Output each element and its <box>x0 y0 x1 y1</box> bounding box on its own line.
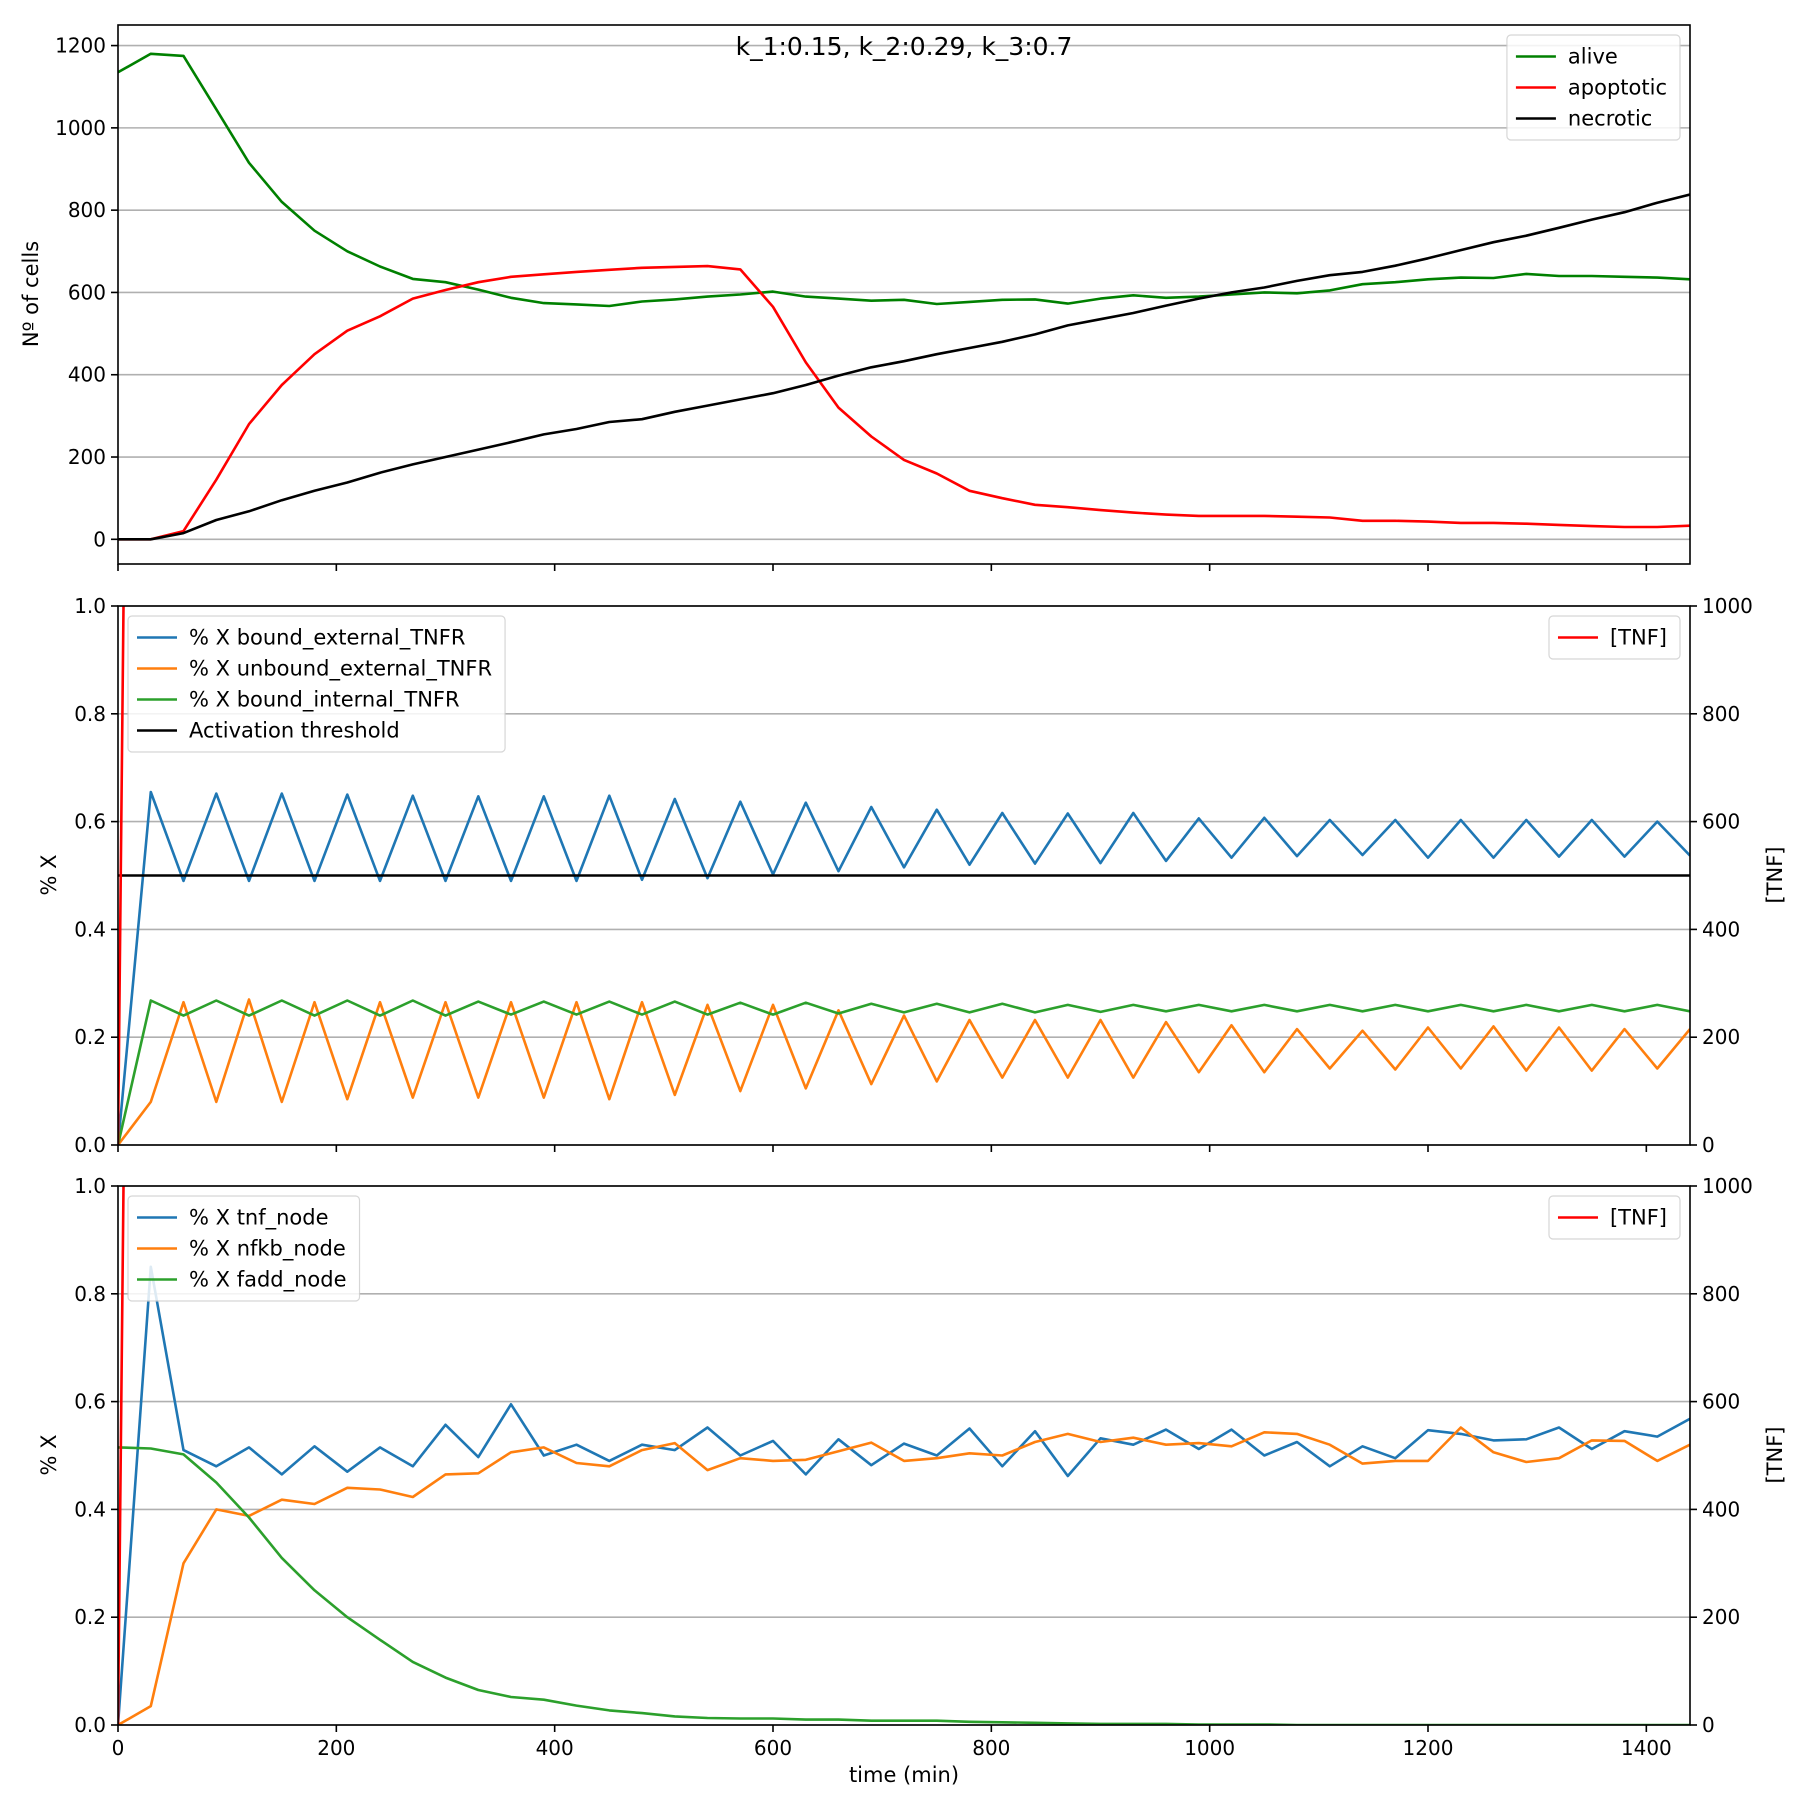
y2-tick-label: 1000 <box>1702 1174 1753 1198</box>
x-axis-label: time (min) <box>849 1763 959 1787</box>
series-line-necrotic <box>118 193 1690 541</box>
plot-frame <box>117 24 1691 565</box>
x-tick-label: 1400 <box>1621 1736 1672 1760</box>
series-line-x-nfkb-node <box>118 1426 1690 1725</box>
y2-tick-label: 200 <box>1702 1025 1740 1049</box>
y-tick-label: 0.2 <box>74 1025 106 1049</box>
legend-label: Activation threshold <box>189 719 400 743</box>
legend-label: necrotic <box>1568 107 1652 131</box>
legend-label: [TNF] <box>1610 626 1667 650</box>
series-line-x-bound-external-tnfr <box>118 790 1690 1145</box>
legend-label: [TNF] <box>1610 1206 1667 1230</box>
y-tick-label: 0.8 <box>74 1282 106 1306</box>
y-tick-label: 1.0 <box>74 594 106 618</box>
y2-tick-label: 800 <box>1702 702 1740 726</box>
series-line-apoptotic <box>118 264 1690 541</box>
legend: % X bound_external_TNFR % X unbound_exter… <box>127 615 506 753</box>
y-tick-label: 200 <box>68 445 106 469</box>
y-tick-label: 0 <box>93 527 106 551</box>
legend-label: % X tnf_node <box>189 1206 329 1231</box>
y2-tick-label: 600 <box>1702 1390 1740 1414</box>
panel-receptors: 0.0 0.2 0.4 0.6 0.8 1.0 0 200 400 600 800 1000 % X … <box>37 594 1787 1157</box>
legend-secondary: [TNF] <box>1548 615 1681 660</box>
series-group <box>118 52 1690 541</box>
series-line-x-fadd-node <box>118 1446 1690 1725</box>
legend-label: % X bound_internal_TNFR <box>189 688 460 713</box>
x-tick-label: 600 <box>754 1736 792 1760</box>
panel-nodes: 0.0 0.2 0.4 0.6 0.8 1.0 0 200 400 600 800 1000 0 200 4… <box>37 1174 1787 1787</box>
legend-box <box>127 1195 361 1302</box>
legend-label: apoptotic <box>1568 76 1667 100</box>
legend-label: % X bound_external_TNFR <box>189 626 465 651</box>
plot-frame <box>117 605 1691 1146</box>
legend-secondary: [TNF] <box>1548 1195 1681 1240</box>
y2-axis-label: [TNF] <box>1763 846 1787 903</box>
y2-tick-label: 800 <box>1702 1282 1740 1306</box>
y-tick-label: 400 <box>68 363 106 387</box>
ticks: 0.0 0.2 0.4 0.6 0.8 1.0 0 200 400 600 800 1000 0 200 4… <box>74 1174 1753 1760</box>
series-line-x-bound-internal-tnfr <box>118 999 1690 1145</box>
y-tick-label: 600 <box>68 280 106 304</box>
panel-cells: 0 200 400 600 800 1000 1200 k_1:0.15, k_2:0.29… <box>19 24 1691 571</box>
legend-box <box>1548 1195 1681 1240</box>
y-tick-label: 0.6 <box>74 810 106 834</box>
y-axis-label: % X <box>37 854 61 895</box>
x-tick-label: 0 <box>112 1736 125 1760</box>
grid <box>118 44 1690 541</box>
y2-tick-label: 600 <box>1702 810 1740 834</box>
y-tick-label: 0.8 <box>74 702 106 726</box>
legend-label: alive <box>1568 45 1618 69</box>
series-line-tnf <box>118 1186 125 1725</box>
series-group <box>118 606 1690 1145</box>
legend-label: % X fadd_node <box>189 1268 347 1293</box>
legend-label: % X nfkb_node <box>189 1237 346 1262</box>
ticks: 0 200 400 600 800 1000 1200 <box>55 34 1648 571</box>
y2-tick-label: 200 <box>1702 1605 1740 1629</box>
y-tick-label: 0.2 <box>74 1605 106 1629</box>
y-tick-label: 0.4 <box>74 917 106 941</box>
y2-tick-label: 1000 <box>1702 594 1753 618</box>
x-tick-label: 200 <box>317 1736 355 1760</box>
x-tick-label: 1200 <box>1403 1736 1454 1760</box>
series-line-alive <box>118 52 1690 308</box>
y-axis-label: % X <box>37 1434 61 1475</box>
series-line-x-tnf-node <box>118 1265 1690 1725</box>
x-tick-label: 800 <box>972 1736 1010 1760</box>
ticks: 0.0 0.2 0.4 0.6 0.8 1.0 0 200 400 600 800 1000 <box>74 594 1753 1157</box>
y-tick-label: 1000 <box>55 116 106 140</box>
y2-tick-label: 0 <box>1702 1133 1715 1157</box>
legend-box <box>1548 615 1681 660</box>
y2-tick-label: 400 <box>1702 1497 1740 1521</box>
legend-box <box>1506 34 1681 141</box>
x-tick-label: 1000 <box>1184 1736 1235 1760</box>
series-group <box>118 1186 1690 1725</box>
y-tick-label: 800 <box>68 198 106 222</box>
y2-tick-label: 0 <box>1702 1713 1715 1737</box>
series-line-tnf <box>118 606 125 1145</box>
y-tick-label: 0.4 <box>74 1497 106 1521</box>
y-tick-label: 0.6 <box>74 1390 106 1414</box>
series-line-x-unbound-external-tnfr <box>118 998 1690 1145</box>
y2-axis-label: [TNF] <box>1763 1426 1787 1483</box>
y-tick-label: 0.0 <box>74 1713 106 1737</box>
y-axis-label: Nº of cells <box>19 241 43 347</box>
chart-title: k_1:0.15, k_2:0.29, k_3:0.7 <box>736 32 1073 61</box>
y-tick-label: 1.0 <box>74 1174 106 1198</box>
y-tick-label: 0.0 <box>74 1133 106 1157</box>
y-tick-label: 1200 <box>55 34 106 58</box>
legend: % X tnf_node % X nfkb_node % X fadd_node <box>127 1195 361 1302</box>
legend-label: % X unbound_external_TNFR <box>189 657 492 682</box>
y2-tick-label: 400 <box>1702 917 1740 941</box>
legend: alive apoptotic necrotic <box>1506 34 1681 141</box>
x-tick-label: 400 <box>536 1736 574 1760</box>
plot-frame <box>117 1185 1691 1726</box>
legend-box <box>127 615 506 753</box>
